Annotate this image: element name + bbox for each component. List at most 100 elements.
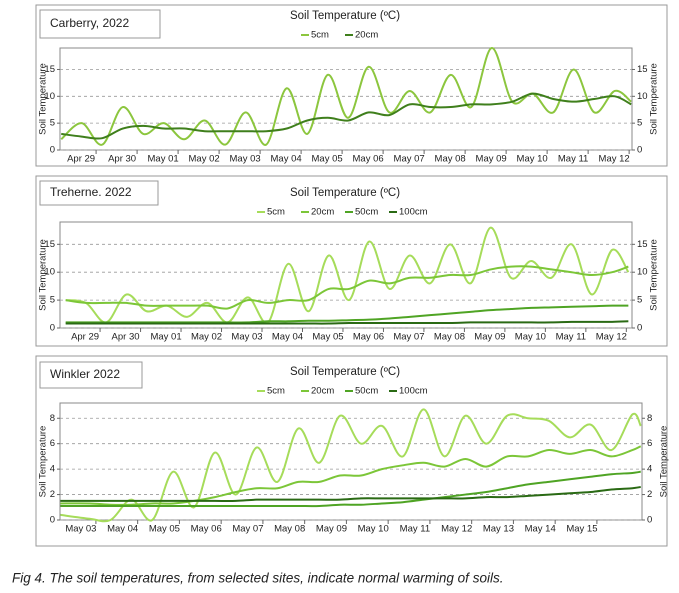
x-tick-label: May 06: [353, 154, 384, 165]
x-tick-label: May 01: [148, 154, 179, 165]
x-tick-label: May 09: [476, 154, 507, 165]
site-label: Treherne. 2022: [50, 185, 132, 199]
y-axis-title: Soil Temperature: [38, 63, 49, 135]
x-tick-label: May 12: [596, 332, 627, 343]
y-tick-label: 4: [50, 464, 55, 475]
y2-tick-label: 15: [637, 239, 648, 250]
y-tick-label: 10: [44, 267, 55, 278]
chart-title: Soil Temperature (ºC): [290, 366, 400, 378]
y-tick-label: 5: [50, 118, 55, 129]
legend-label: 5cm: [267, 207, 285, 218]
x-tick-label: May 08: [274, 524, 305, 535]
y2-axis-title: Soil Temperature: [649, 63, 660, 135]
site-label: Carberry, 2022: [50, 16, 129, 30]
x-tick-label: Apr 29: [67, 154, 95, 165]
x-tick-label: May 07: [232, 524, 263, 535]
y-tick-label: 8: [50, 413, 55, 424]
x-tick-label: May 06: [353, 332, 384, 343]
site-label-box: [39, 180, 159, 206]
x-tick-label: Apr 29: [71, 332, 99, 343]
x-tick-label: May 05: [312, 154, 343, 165]
x-tick-label: May 03: [65, 524, 96, 535]
y2-tick-label: 0: [637, 145, 642, 156]
legend-label: 5cm: [311, 30, 329, 41]
series-line: [60, 445, 642, 506]
y-tick-label: 2: [50, 489, 55, 500]
x-tick-label: May 04: [272, 332, 303, 343]
series-line: [60, 485, 641, 503]
y2-tick-label: 5: [637, 118, 642, 129]
series-line: [65, 265, 629, 310]
y2-axis-title: Soil Temperature: [649, 239, 660, 311]
caption: Fig 4. The soil temperatures, from selec…: [12, 571, 503, 586]
y2-axis-title: Soil Temperature: [659, 426, 670, 498]
legend-label: 100cm: [399, 386, 428, 397]
site-label: Winkler 2022: [50, 367, 120, 381]
x-tick-label: May 10: [515, 332, 546, 343]
x-tick-label: May 01: [150, 332, 181, 343]
y-tick-label: 0: [50, 515, 55, 526]
series-line: [60, 408, 642, 523]
legend-label: 20cm: [311, 207, 334, 218]
x-tick-label: May 10: [517, 154, 548, 165]
y-tick-label: 15: [44, 239, 55, 250]
y2-tick-label: 5: [637, 295, 642, 306]
y-tick-label: 15: [44, 64, 55, 75]
x-tick-label: May 15: [566, 524, 597, 535]
x-tick-label: May 06: [191, 524, 222, 535]
x-tick-label: May 04: [271, 154, 302, 165]
y2-tick-label: 6: [647, 438, 652, 449]
y-tick-label: 10: [44, 91, 55, 102]
x-tick-label: May 09: [316, 524, 347, 535]
series-line: [60, 470, 641, 508]
x-tick-label: May 02: [191, 332, 222, 343]
y-tick-label: 0: [50, 323, 55, 334]
y2-tick-label: 15: [637, 64, 648, 75]
x-tick-label: May 14: [525, 524, 556, 535]
legend-label: 20cm: [311, 386, 334, 397]
legend-label: 50cm: [355, 386, 378, 397]
series-line: [61, 92, 632, 140]
x-tick-label: Apr 30: [108, 154, 136, 165]
x-tick-label: Apr 30: [112, 332, 140, 343]
legend-label: 20cm: [355, 30, 378, 41]
x-tick-label: May 04: [107, 524, 138, 535]
x-tick-label: May 11: [556, 332, 586, 343]
y2-tick-label: 2: [647, 489, 652, 500]
plot-area: [59, 402, 643, 521]
y2-tick-label: 0: [637, 323, 642, 334]
y-tick-label: 6: [50, 438, 55, 449]
x-tick-label: May 11: [400, 524, 430, 535]
x-tick-label: May 07: [393, 332, 424, 343]
legend-label: 50cm: [355, 207, 378, 218]
y2-tick-label: 4: [647, 464, 652, 475]
x-tick-label: May 07: [394, 154, 425, 165]
y-tick-label: 0: [50, 145, 55, 156]
y-axis-title: Soil Temperature: [38, 426, 49, 498]
chart-title: Soil Temperature (ºC): [290, 187, 400, 199]
x-tick-label: May 05: [312, 332, 343, 343]
site-label-box: [39, 361, 143, 389]
series-line: [65, 304, 629, 324]
y-axis-title: Soil Temperature: [38, 239, 49, 311]
y2-tick-label: 10: [637, 91, 648, 102]
x-tick-label: May 05: [149, 524, 180, 535]
y-tick-label: 5: [50, 295, 55, 306]
plot-area: [59, 47, 633, 151]
legend-label: 100cm: [399, 207, 428, 218]
x-tick-label: May 02: [189, 154, 220, 165]
x-tick-label: May 08: [435, 154, 466, 165]
x-tick-label: May 09: [474, 332, 505, 343]
site-label-box: [39, 9, 161, 39]
x-tick-label: May 03: [231, 332, 262, 343]
x-tick-label: May 12: [599, 154, 630, 165]
x-tick-label: May 03: [230, 154, 261, 165]
y2-tick-label: 10: [637, 267, 648, 278]
chart-title: Soil Temperature (ºC): [290, 10, 400, 22]
x-tick-label: May 08: [434, 332, 465, 343]
legend-label: 5cm: [267, 386, 285, 397]
x-tick-label: May 13: [483, 524, 514, 535]
x-tick-label: May 11: [558, 154, 588, 165]
